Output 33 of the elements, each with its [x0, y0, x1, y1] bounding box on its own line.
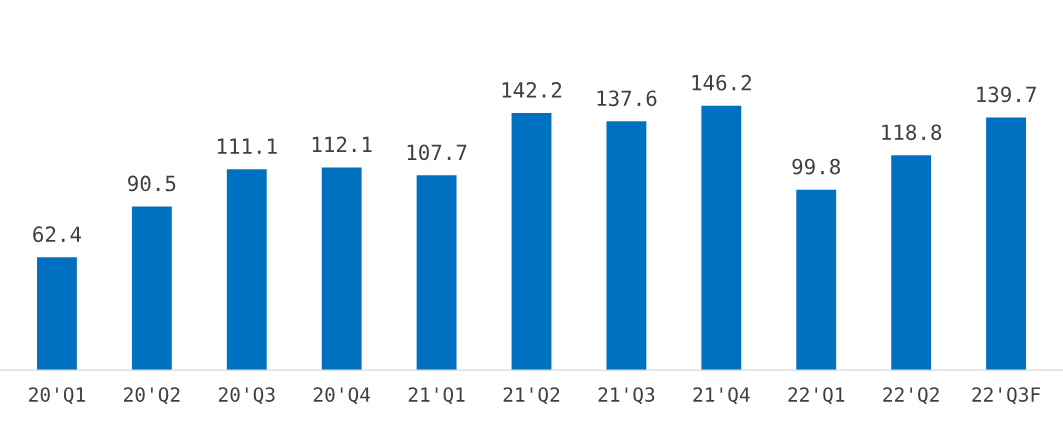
bar: [37, 257, 77, 371]
bar: [226, 169, 267, 371]
data-label: 107.7: [407, 144, 467, 161]
x-tick-label: 21'Q3: [598, 387, 655, 405]
data-label: 112.1: [312, 136, 372, 152]
x-tick-label: 21'Q2: [503, 387, 560, 405]
data-label: 90.5: [128, 175, 176, 192]
x-tick-label: 20'Q1: [29, 387, 85, 405]
bar: [796, 189, 837, 371]
data-label: 137.6: [597, 90, 657, 107]
data-label: 111.1: [217, 138, 277, 154]
bar: [321, 167, 362, 371]
x-tick-label: 21'Q1: [408, 387, 465, 405]
x-tick-label: 20'Q4: [313, 387, 371, 405]
x-tick-label: 20'Q2: [124, 387, 180, 405]
bar: [131, 206, 172, 371]
data-label: 146.2: [692, 74, 751, 91]
data-label: 99.8: [792, 158, 840, 175]
bar: [511, 112, 552, 371]
x-tick-label: 22'Q2: [883, 387, 939, 405]
x-tick-label: 22'Q1: [788, 387, 845, 405]
data-label: 142.2: [502, 82, 562, 98]
data-label: 118.8: [882, 124, 942, 141]
x-tick-label: 20'Q3: [218, 387, 275, 405]
bar: [416, 175, 457, 371]
bar: [701, 105, 742, 371]
bar: [891, 155, 932, 371]
x-tick-label: 21'Q4: [693, 387, 750, 405]
bar: [606, 121, 647, 371]
x-tick-label: 22'Q3F: [972, 387, 1041, 405]
bar: [986, 117, 1026, 371]
data-label: 139.7: [977, 86, 1036, 103]
data-label: 62.4: [33, 226, 82, 243]
